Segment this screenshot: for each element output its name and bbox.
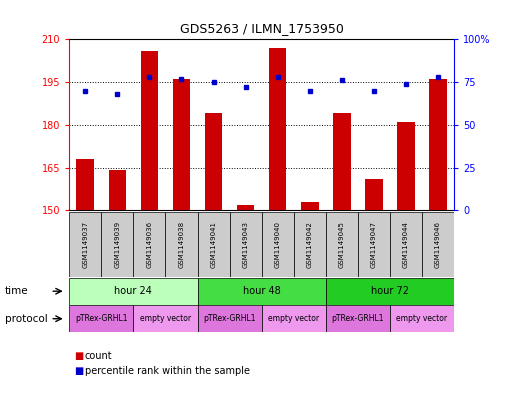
Bar — [133, 212, 165, 277]
Bar — [326, 305, 390, 332]
Bar — [358, 212, 390, 277]
Bar — [326, 212, 358, 277]
Bar — [262, 212, 293, 277]
Text: pTRex-GRHL1: pTRex-GRHL1 — [75, 314, 128, 323]
Text: hour 48: hour 48 — [243, 286, 281, 296]
Text: GSM1149043: GSM1149043 — [243, 221, 249, 268]
Text: GSM1149041: GSM1149041 — [210, 221, 216, 268]
Bar — [109, 171, 126, 210]
Bar — [397, 122, 415, 210]
Bar — [293, 212, 326, 277]
Bar — [69, 278, 198, 305]
Bar — [205, 113, 222, 210]
Text: GSM1149045: GSM1149045 — [339, 221, 345, 268]
Text: percentile rank within the sample: percentile rank within the sample — [85, 366, 250, 376]
Text: empty vector: empty vector — [397, 314, 447, 323]
Bar — [69, 305, 133, 332]
Bar — [422, 212, 454, 277]
Text: empty vector: empty vector — [140, 314, 191, 323]
Text: hour 72: hour 72 — [371, 286, 409, 296]
Bar — [326, 278, 454, 305]
Text: empty vector: empty vector — [268, 314, 319, 323]
Text: GSM1149044: GSM1149044 — [403, 221, 409, 268]
Bar — [269, 48, 286, 210]
Text: hour 24: hour 24 — [114, 286, 152, 296]
Text: count: count — [85, 351, 112, 361]
Bar — [198, 305, 262, 332]
Text: GSM1149039: GSM1149039 — [114, 221, 121, 268]
Bar — [390, 212, 422, 277]
Text: GSM1149046: GSM1149046 — [435, 221, 441, 268]
Bar — [262, 305, 326, 332]
Bar — [76, 159, 94, 210]
Bar — [133, 305, 198, 332]
Bar — [390, 305, 454, 332]
Text: GSM1149040: GSM1149040 — [274, 221, 281, 268]
Text: pTRex-GRHL1: pTRex-GRHL1 — [331, 314, 384, 323]
Bar — [165, 212, 198, 277]
Text: GSM1149042: GSM1149042 — [307, 221, 313, 268]
Bar — [429, 79, 447, 210]
Text: GSM1149036: GSM1149036 — [146, 221, 152, 268]
Bar — [237, 204, 254, 210]
Bar — [229, 212, 262, 277]
Bar — [141, 51, 158, 210]
Title: GDS5263 / ILMN_1753950: GDS5263 / ILMN_1753950 — [180, 22, 344, 35]
Text: protocol: protocol — [5, 314, 48, 324]
Bar — [198, 278, 326, 305]
Bar — [173, 79, 190, 210]
Text: ■: ■ — [74, 351, 84, 361]
Text: pTRex-GRHL1: pTRex-GRHL1 — [203, 314, 256, 323]
Text: GSM1149047: GSM1149047 — [371, 221, 377, 268]
Text: GSM1149037: GSM1149037 — [82, 221, 88, 268]
Text: ■: ■ — [74, 366, 84, 376]
Text: time: time — [5, 286, 29, 296]
Bar — [102, 212, 133, 277]
Bar — [333, 113, 350, 210]
Bar — [301, 202, 319, 210]
Text: GSM1149038: GSM1149038 — [179, 221, 185, 268]
Bar — [198, 212, 229, 277]
Bar — [365, 179, 383, 210]
Bar — [69, 212, 102, 277]
